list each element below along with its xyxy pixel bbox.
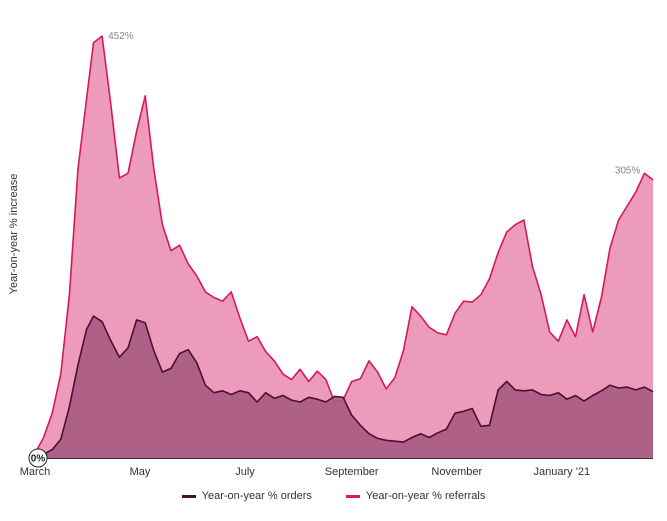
legend: Year-on-year % orders Year-on-year % ref… <box>0 490 667 502</box>
legend-label-referrals: Year-on-year % referrals <box>365 490 486 502</box>
x-tick-label: September <box>325 466 379 478</box>
x-axis-ticks: March May July September November January '21 <box>20 466 590 478</box>
area-orders <box>35 316 653 458</box>
legend-label-orders: Year-on-year % orders <box>201 490 312 502</box>
peak-annotation: 305% <box>615 165 641 176</box>
legend-item-referrals: Year-on-year % referrals <box>345 490 486 502</box>
x-tick-label: May <box>130 466 151 478</box>
zero-marker: 0% <box>28 448 48 468</box>
legend-swatch-referrals <box>345 494 360 498</box>
legend-swatch-orders <box>181 494 196 498</box>
annotations: 452% 305% <box>108 31 640 176</box>
legend-item-orders: Year-on-year % orders <box>181 490 312 502</box>
x-tick-label: November <box>431 466 482 478</box>
zero-marker-circle <box>28 448 48 468</box>
y-axis-label: Year-on-year % increase <box>8 174 20 295</box>
line-orders <box>34 315 654 459</box>
y-axis-label-group: Year-on-year % increase <box>8 174 20 295</box>
area-chart: Year-on-year % increase March May July Sept… <box>8 31 654 478</box>
series-areas <box>34 35 654 459</box>
x-tick-label: July <box>235 466 255 478</box>
x-tick-label: March <box>20 466 51 478</box>
x-tick-label: January '21 <box>534 466 591 478</box>
zero-label: 0% <box>31 454 46 465</box>
peak-annotation: 452% <box>108 31 134 42</box>
